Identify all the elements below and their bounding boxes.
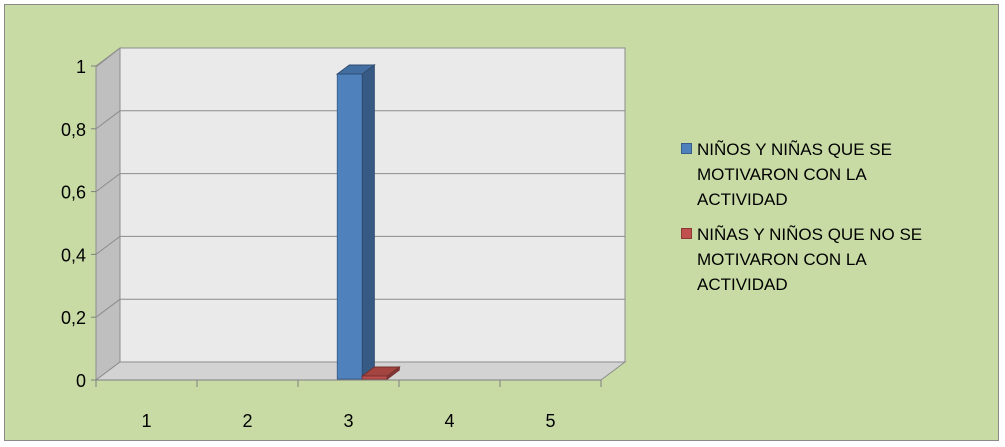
gridline-side: [95, 298, 121, 318]
y-tick-label: 0,2: [61, 308, 86, 328]
bar: [335, 64, 376, 380]
y-tick-label: 0,4: [61, 245, 86, 265]
bar-side: [361, 64, 375, 380]
legend: NIÑOS Y NIÑAS QUE SE MOTIVARON CON LA AC…: [681, 137, 981, 307]
bar-top: [335, 64, 376, 75]
chart-area: 0 0,2 0,4 0,6 0,8 1 1 2 3 4 5 NIÑOS Y NIÑAS QUE S…: [4, 4, 999, 441]
y-tick-label: 0: [76, 371, 86, 391]
x-axis-ticks: [95, 380, 602, 387]
legend-label-line: MOTIVARON CON LA: [697, 165, 867, 184]
x-tick-label: 3: [343, 411, 353, 431]
bars: [335, 64, 401, 380]
bar: [360, 366, 401, 380]
y-axis-tick-labels: 0 0,2 0,4 0,6 0,8 1: [61, 57, 96, 391]
legend-swatch-blue: [681, 143, 692, 154]
gridline-side: [95, 235, 121, 255]
x-tick-label: 4: [444, 411, 454, 431]
legend-item-not-motivated: NIÑAS Y NIÑOS QUE NO SE MOTIVARON CON LA…: [681, 222, 981, 297]
x-tick-label: 1: [141, 411, 151, 431]
legend-label: NIÑAS Y NIÑOS QUE NO SE MOTIVARON CON LA…: [697, 222, 922, 297]
gridline-side: [95, 47, 121, 67]
x-tick-label: 2: [242, 411, 252, 431]
chart-plot: 0 0,2 0,4 0,6 0,8 1 1 2 3 4 5: [61, 46, 627, 431]
legend-swatch-red: [681, 228, 692, 239]
legend-item-motivated: NIÑOS Y NIÑAS QUE SE MOTIVARON CON LA AC…: [681, 137, 981, 212]
y-tick-label: 0,6: [61, 183, 86, 203]
gridline-side: [95, 110, 121, 130]
bar-top: [360, 366, 401, 377]
bar-front: [336, 73, 363, 380]
legend-label: NIÑOS Y NIÑAS QUE SE MOTIVARON CON LA AC…: [697, 137, 892, 212]
x-tick-label: 5: [545, 411, 555, 431]
legend-label-line: NIÑAS Y NIÑOS QUE NO SE: [697, 225, 923, 244]
legend-label-line: MOTIVARON CON LA: [697, 250, 867, 269]
y-tick-label: 1: [76, 57, 86, 77]
gridline-side: [95, 173, 121, 193]
x-axis-tick-labels: 1 2 3 4 5: [141, 411, 555, 431]
legend-label-line: NIÑOS Y NIÑAS QUE SE: [697, 140, 892, 159]
legend-label-line: ACTIVIDAD: [697, 275, 788, 294]
side-wall: [95, 46, 121, 381]
y-tick-label: 0,8: [61, 120, 86, 140]
legend-label-line: ACTIVIDAD: [697, 190, 788, 209]
